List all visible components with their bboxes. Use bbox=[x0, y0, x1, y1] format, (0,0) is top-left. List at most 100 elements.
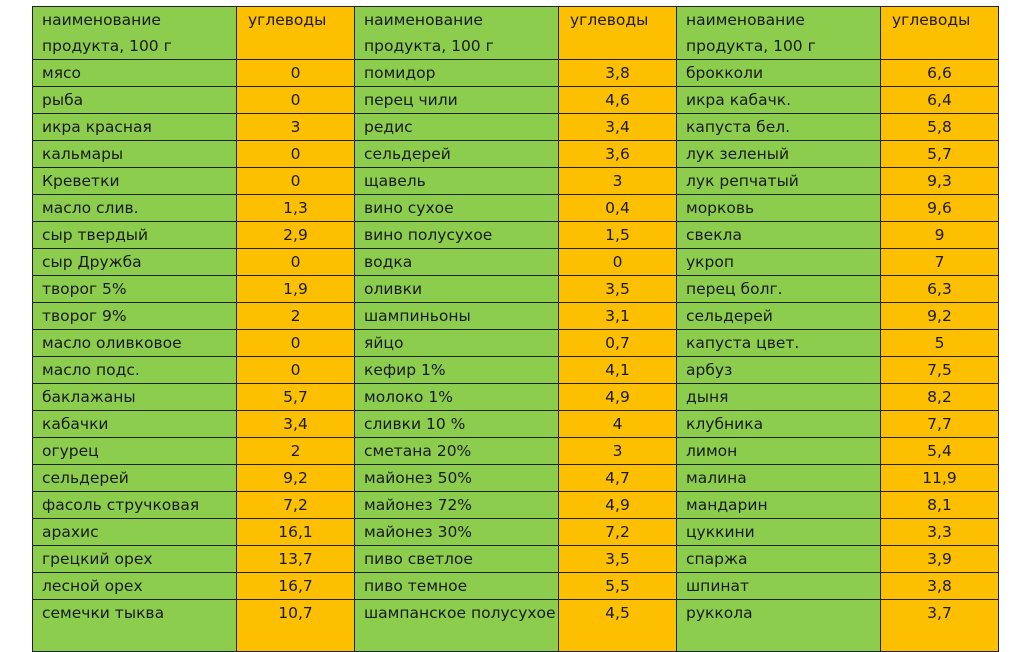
carbohydrate-value: 8,1 bbox=[880, 491, 999, 519]
carbohydrate-value: 6,3 bbox=[880, 275, 999, 303]
carbohydrate-value: 5,8 bbox=[880, 113, 999, 141]
product-name: молоко 1% bbox=[354, 383, 559, 411]
carbohydrate-value: 3,4 bbox=[236, 410, 355, 438]
product-name: кабачки bbox=[32, 410, 237, 438]
carbohydrate-value: 4,6 bbox=[558, 86, 677, 114]
carbohydrate-value: 0,7 bbox=[558, 329, 677, 357]
carbohydrates-table: наименование продукта, 100 г углеводы наим… bbox=[32, 6, 999, 652]
table-row: масло подс. 0 кефир 1% 4,1 арбуз 7,5 bbox=[32, 356, 999, 384]
product-name: вино сухое bbox=[354, 194, 559, 222]
carbohydrate-value: 3,4 bbox=[558, 113, 677, 141]
product-name: пиво темное bbox=[354, 572, 559, 600]
carbohydrate-value: 9,2 bbox=[880, 302, 999, 330]
product-name: свекла bbox=[676, 221, 881, 249]
carbohydrate-value: 4,9 bbox=[558, 383, 677, 411]
table-row: икра красная 3 редис 3,4 капуста бел. 5,8 bbox=[32, 113, 999, 141]
header-carbohydrates: углеводы bbox=[880, 6, 999, 60]
table-row: сельдерей 9,2 майонез 50% 4,7 малина 11,9 bbox=[32, 464, 999, 492]
table-row: мясо 0 помидор 3,8 брокколи 6,6 bbox=[32, 59, 999, 87]
product-name: шампанское полусухое bbox=[354, 599, 559, 652]
carbohydrate-value: 3,1 bbox=[558, 302, 677, 330]
carbohydrate-value: 0 bbox=[236, 248, 355, 276]
carbohydrate-value: 4,5 bbox=[558, 599, 677, 652]
carbohydrate-value: 4,1 bbox=[558, 356, 677, 384]
carbohydrate-value: 5,7 bbox=[236, 383, 355, 411]
table-row: Креветки 0 щавель 3 лук репчатый 9,3 bbox=[32, 167, 999, 195]
table-row: лесной орех 16,7 пиво темное 5,5 шпинат 3,8 bbox=[32, 572, 999, 600]
product-name: пиво светлое bbox=[354, 545, 559, 573]
carbohydrate-value: 3,6 bbox=[558, 140, 677, 168]
carbohydrate-value: 5 bbox=[880, 329, 999, 357]
product-name: лимон bbox=[676, 437, 881, 465]
product-name: сельдерей bbox=[354, 140, 559, 168]
carbohydrate-value: 6,6 bbox=[880, 59, 999, 87]
product-name: арбуз bbox=[676, 356, 881, 384]
product-name: фасоль стручковая bbox=[32, 491, 237, 519]
product-name: лесной орех bbox=[32, 572, 237, 600]
product-name: масло слив. bbox=[32, 194, 237, 222]
carbohydrate-value: 5,4 bbox=[880, 437, 999, 465]
product-name: лук зеленый bbox=[676, 140, 881, 168]
product-name: грецкий орех bbox=[32, 545, 237, 573]
carbohydrate-value: 4,7 bbox=[558, 464, 677, 492]
product-name: сливки 10 % bbox=[354, 410, 559, 438]
carbohydrate-value: 10,7 bbox=[236, 599, 355, 652]
product-name: оливки bbox=[354, 275, 559, 303]
table-row: сыр Дружба 0 водка 0 укроп 7 bbox=[32, 248, 999, 276]
product-name: мясо bbox=[32, 59, 237, 87]
product-name: вино полусухое bbox=[354, 221, 559, 249]
table-row: кабачки 3,4 сливки 10 % 4 клубника 7,7 bbox=[32, 410, 999, 438]
product-name: Креветки bbox=[32, 167, 237, 195]
carbohydrate-value: 7,2 bbox=[236, 491, 355, 519]
header-carbohydrates: углеводы bbox=[558, 6, 677, 60]
product-name: сельдерей bbox=[676, 302, 881, 330]
product-name: клубника bbox=[676, 410, 881, 438]
header-carbohydrates: углеводы bbox=[236, 6, 355, 60]
product-name: сыр Дружба bbox=[32, 248, 237, 276]
product-name: майонез 50% bbox=[354, 464, 559, 492]
carbohydrate-value: 9,3 bbox=[880, 167, 999, 195]
carbohydrate-value: 3,9 bbox=[880, 545, 999, 573]
carbohydrate-value: 7,5 bbox=[880, 356, 999, 384]
carbohydrate-value: 0 bbox=[236, 86, 355, 114]
product-name: творог 9% bbox=[32, 302, 237, 330]
product-name: перец болг. bbox=[676, 275, 881, 303]
table-row: кальмары 0 сельдерей 3,6 лук зеленый 5,7 bbox=[32, 140, 999, 168]
carbohydrate-value: 3,8 bbox=[880, 572, 999, 600]
product-name: шампиньоны bbox=[354, 302, 559, 330]
carbohydrate-value: 1,9 bbox=[236, 275, 355, 303]
carbohydrate-value: 4 bbox=[558, 410, 677, 438]
carbohydrate-value: 16,1 bbox=[236, 518, 355, 546]
carbohydrate-value: 7 bbox=[880, 248, 999, 276]
carbohydrate-value: 3,3 bbox=[880, 518, 999, 546]
carbohydrate-value: 5,7 bbox=[880, 140, 999, 168]
product-name: малина bbox=[676, 464, 881, 492]
carbohydrate-value: 0 bbox=[236, 356, 355, 384]
carbohydrate-value: 3,8 bbox=[558, 59, 677, 87]
header-product-name: наименование продукта, 100 г bbox=[676, 6, 881, 60]
table-row: сыр твердый 2,9 вино полусухое 1,5 свекла 9 bbox=[32, 221, 999, 249]
product-name: масло подс. bbox=[32, 356, 237, 384]
carbohydrate-value: 2 bbox=[236, 302, 355, 330]
product-name: майонез 30% bbox=[354, 518, 559, 546]
carbohydrate-value: 0 bbox=[236, 140, 355, 168]
table-row: семечки тыква 10,7 шампанское полусухое 4,5… bbox=[32, 599, 999, 652]
product-name: икра красная bbox=[32, 113, 237, 141]
product-name: дыня bbox=[676, 383, 881, 411]
product-name: масло оливковое bbox=[32, 329, 237, 357]
product-name: семечки тыква bbox=[32, 599, 237, 652]
carbohydrate-value: 0 bbox=[236, 167, 355, 195]
carbohydrate-value: 7,7 bbox=[880, 410, 999, 438]
product-name: цуккини bbox=[676, 518, 881, 546]
carbohydrate-value: 3,7 bbox=[880, 599, 999, 652]
carbohydrate-value: 0 bbox=[236, 329, 355, 357]
product-name: яйцо bbox=[354, 329, 559, 357]
header-row: наименование продукта, 100 г углеводы наим… bbox=[32, 6, 999, 60]
carbohydrate-value: 16,7 bbox=[236, 572, 355, 600]
product-name: руккола bbox=[676, 599, 881, 652]
product-name: арахис bbox=[32, 518, 237, 546]
carbohydrate-value: 3 bbox=[558, 437, 677, 465]
carbohydrate-value: 5,5 bbox=[558, 572, 677, 600]
table-row: рыба 0 перец чили 4,6 икра кабачк. 6,4 bbox=[32, 86, 999, 114]
table-row: баклажаны 5,7 молоко 1% 4,9 дыня 8,2 bbox=[32, 383, 999, 411]
